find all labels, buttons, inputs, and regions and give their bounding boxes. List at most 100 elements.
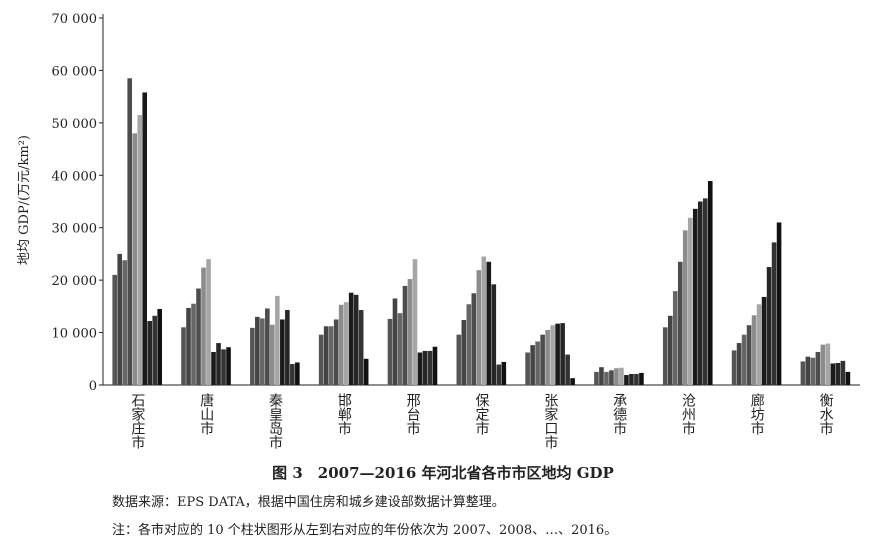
bar (599, 367, 604, 385)
bar (196, 288, 201, 385)
y-tick-label: 10 000 (52, 327, 98, 342)
bar (639, 372, 644, 385)
bar (805, 356, 811, 385)
x-tick-label: 邢台市 (405, 393, 421, 435)
bar (358, 310, 364, 385)
bar (466, 304, 472, 385)
bar (471, 293, 477, 385)
y-tick-label: 50 000 (52, 117, 98, 132)
bar (328, 326, 334, 385)
bar (476, 270, 482, 385)
bar (338, 304, 344, 385)
bar (570, 378, 575, 385)
bar (427, 350, 433, 385)
bar (736, 343, 742, 385)
bar (555, 323, 560, 385)
bar (392, 298, 398, 385)
bar (662, 327, 668, 385)
y-tick-label: 60 000 (52, 64, 98, 79)
bar (112, 274, 118, 385)
bar (619, 367, 624, 385)
bar (746, 325, 752, 385)
bar (840, 360, 846, 385)
bar (545, 329, 550, 385)
bar (142, 92, 148, 385)
bar (702, 198, 708, 385)
bar (152, 315, 158, 385)
bar (255, 316, 260, 385)
bar (486, 261, 492, 385)
bar (402, 285, 408, 385)
bar (604, 371, 609, 385)
bar (216, 343, 221, 385)
bar (211, 351, 216, 385)
bar (397, 313, 403, 385)
bar (614, 368, 619, 385)
bar (830, 363, 836, 385)
bar (481, 256, 487, 385)
bar (672, 291, 678, 385)
bar (206, 259, 211, 385)
bar (667, 315, 673, 385)
bar (835, 362, 841, 385)
bar (157, 308, 163, 385)
bar (250, 327, 255, 385)
bar (117, 253, 123, 385)
bar (285, 310, 290, 385)
caption: 图 3 2007—2016 年河北省各市市区地均 GDP (272, 464, 614, 482)
bar (412, 259, 418, 385)
bar (594, 371, 599, 385)
bar (687, 217, 693, 385)
bar (461, 319, 467, 385)
bar (363, 358, 369, 385)
bar (756, 304, 762, 385)
bar (496, 364, 502, 385)
bar (186, 307, 191, 385)
bar (697, 201, 703, 385)
bar (221, 349, 226, 385)
bar (634, 373, 639, 385)
bar (295, 362, 300, 385)
bar (624, 375, 629, 385)
bar (731, 350, 737, 385)
x-tick-label: 沧州市 (680, 392, 696, 435)
bar (707, 181, 713, 385)
bar (456, 334, 462, 385)
bar (560, 323, 565, 385)
bar (692, 208, 698, 385)
bar (751, 315, 757, 385)
bar (776, 222, 782, 385)
bar (323, 326, 329, 385)
bar (677, 261, 683, 385)
bar (432, 346, 438, 385)
x-tick-label: 保定市 (474, 393, 490, 435)
bar (343, 302, 349, 385)
bar (226, 347, 231, 385)
x-tick-label: 承德市 (611, 393, 627, 435)
y-tick-label: 20 000 (52, 274, 98, 289)
bar (550, 325, 555, 385)
x-tick-label: 衡水市 (818, 393, 834, 435)
x-tick-label: 邯郸市 (336, 393, 352, 435)
bar (530, 345, 535, 385)
bar (820, 344, 826, 385)
bar (333, 319, 339, 385)
x-tick-label: 廊坊市 (749, 392, 765, 435)
bar (682, 230, 688, 385)
bar (741, 334, 747, 385)
bar (825, 343, 831, 385)
bar (191, 303, 196, 385)
bar (353, 294, 359, 385)
y-tick-label: 40 000 (52, 169, 98, 184)
bar (845, 371, 851, 385)
bar (525, 352, 530, 385)
bar (501, 361, 507, 385)
bar (137, 114, 143, 385)
bar (127, 78, 133, 386)
source: 数据来源：EPS DATA，根据中国住房和城乡建设部数据计算整理。 (112, 494, 505, 510)
bar (290, 364, 295, 385)
bar (181, 327, 186, 385)
bar (491, 284, 497, 385)
